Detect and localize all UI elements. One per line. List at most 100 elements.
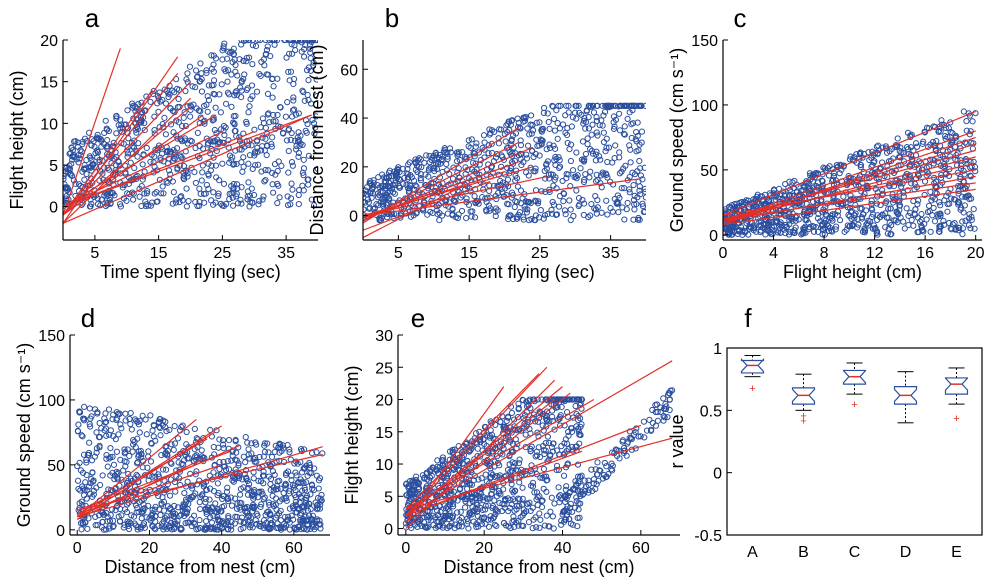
scatter-point bbox=[296, 491, 303, 498]
scatter-point bbox=[454, 509, 461, 516]
scatter-point bbox=[937, 222, 944, 229]
scatter-point bbox=[473, 140, 480, 147]
y-tick-label: 150 bbox=[691, 33, 718, 50]
scatter-point bbox=[547, 508, 554, 515]
scatter-point bbox=[285, 125, 293, 132]
scatter-point bbox=[839, 200, 846, 207]
scatter-point bbox=[735, 228, 743, 235]
scatter-point bbox=[251, 126, 258, 133]
scatter-point bbox=[116, 482, 123, 489]
scatter-point bbox=[228, 71, 235, 78]
scatter-point bbox=[852, 201, 859, 209]
scatter-point bbox=[187, 496, 194, 503]
scatter-point bbox=[626, 173, 633, 181]
scatter-point bbox=[513, 502, 521, 510]
scatter-point bbox=[72, 138, 79, 145]
scatter-point bbox=[504, 164, 511, 171]
scatter-point bbox=[538, 137, 545, 144]
scatter-point bbox=[464, 458, 471, 465]
scatter-point bbox=[203, 135, 210, 142]
x-axis-label: Time spent flying (sec) bbox=[414, 262, 594, 282]
scatter-point bbox=[864, 220, 871, 227]
regression-line bbox=[405, 450, 583, 517]
scatter-point bbox=[496, 499, 503, 507]
scatter-point bbox=[621, 185, 628, 192]
scatter-point bbox=[261, 62, 268, 69]
scatter-point bbox=[375, 174, 382, 181]
scatter-point bbox=[289, 186, 296, 193]
scatter-point bbox=[575, 506, 582, 513]
scatter-point bbox=[630, 216, 637, 223]
scatter-point bbox=[505, 144, 512, 151]
scatter-point bbox=[112, 507, 119, 514]
scatter-point bbox=[843, 226, 850, 233]
scatter-point bbox=[261, 147, 268, 154]
scatter-point bbox=[300, 45, 308, 53]
scatter-point bbox=[210, 116, 217, 123]
scatter-point bbox=[210, 443, 217, 451]
scatter-point bbox=[570, 414, 577, 421]
scatter-point bbox=[203, 67, 210, 74]
scatter-point bbox=[481, 515, 488, 522]
scatter-point bbox=[303, 494, 310, 501]
scatter-point bbox=[592, 151, 600, 158]
scatter-point bbox=[931, 218, 939, 225]
scatter-point bbox=[520, 522, 527, 530]
scatter-point bbox=[297, 140, 304, 147]
scatter-point bbox=[641, 164, 646, 171]
scatter-point bbox=[548, 444, 556, 451]
scatter-point bbox=[123, 197, 130, 204]
scatter-point bbox=[304, 120, 311, 128]
y-tick-label: 0 bbox=[56, 523, 65, 540]
scatter-point bbox=[603, 463, 610, 470]
scatter-point bbox=[439, 454, 446, 461]
scatter-point bbox=[488, 490, 495, 498]
scatter-point bbox=[747, 224, 755, 232]
scatter-point bbox=[840, 162, 847, 169]
regression-line bbox=[363, 166, 533, 217]
scatter-point bbox=[192, 67, 200, 74]
scatter-point bbox=[861, 225, 868, 232]
scatter-point bbox=[595, 153, 603, 160]
scatter-point bbox=[247, 96, 254, 103]
scatter-point bbox=[431, 167, 438, 175]
scatter-point bbox=[379, 202, 387, 209]
scatter-point bbox=[237, 518, 244, 525]
scatter-point bbox=[578, 156, 586, 163]
scatter-point bbox=[525, 142, 532, 149]
scatter-point bbox=[763, 216, 770, 223]
scatter-point bbox=[171, 440, 179, 447]
scatter-point bbox=[523, 155, 531, 162]
scatter-point bbox=[252, 454, 259, 462]
scatter-point bbox=[253, 458, 260, 465]
scatter-point bbox=[133, 509, 140, 516]
scatter-point bbox=[210, 52, 217, 59]
y-tick-label: 5 bbox=[49, 158, 58, 175]
scatter-point bbox=[200, 190, 208, 198]
scatter-point bbox=[370, 180, 377, 187]
scatter-point bbox=[959, 218, 966, 225]
scatter-point bbox=[619, 438, 626, 445]
scatter-point bbox=[637, 433, 644, 440]
scatter-point bbox=[387, 210, 395, 217]
scatter-point bbox=[642, 102, 646, 109]
scatter-point bbox=[585, 114, 592, 121]
scatter-point bbox=[554, 120, 561, 127]
scatter-point bbox=[122, 448, 129, 456]
scatter-point bbox=[237, 526, 244, 533]
scatter-point bbox=[239, 476, 246, 483]
scatter-point bbox=[566, 197, 573, 204]
scatter-point bbox=[572, 402, 579, 410]
scatter-point bbox=[374, 190, 382, 197]
scatter-point bbox=[554, 404, 561, 411]
scatter-point bbox=[248, 489, 255, 496]
scatter-point bbox=[271, 471, 278, 479]
x-tick-label: 12 bbox=[866, 245, 884, 262]
scatter-point bbox=[422, 181, 429, 189]
scatter-point bbox=[228, 526, 235, 533]
scatter-point bbox=[412, 476, 420, 484]
scatter-point bbox=[457, 508, 464, 515]
scatter-point bbox=[269, 94, 276, 101]
scatter-point bbox=[206, 524, 213, 531]
scatter-point bbox=[220, 503, 228, 510]
